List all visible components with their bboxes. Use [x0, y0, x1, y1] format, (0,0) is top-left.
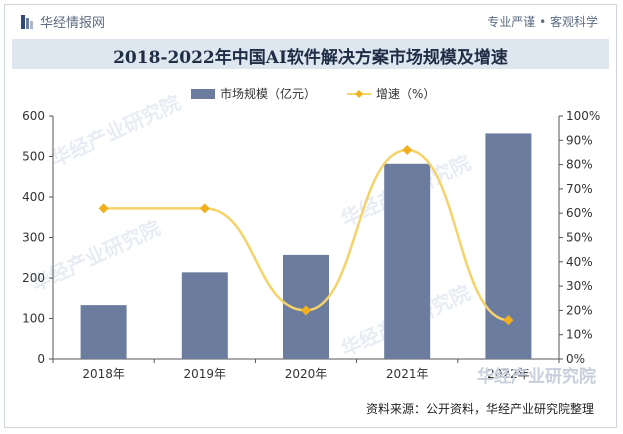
x-tick-label: 2021年 — [386, 367, 429, 381]
growth-point — [199, 203, 210, 214]
y-tick-label: 600 — [22, 109, 45, 123]
y2-tick-label: 70% — [566, 182, 593, 196]
y2-tick-label: 60% — [566, 206, 593, 220]
legend-bar-swatch — [191, 88, 215, 99]
chart-svg: 0 100 200 300 400 500 600 0% 10% 20% 30% 40% 50% 60% 7… — [22, 109, 600, 381]
legend-item-bar: 市场规模（亿元） — [191, 85, 316, 102]
y2-tick-label: 10% — [566, 328, 593, 342]
chart-title: 2018-2022年中国AI软件解决方案市场规模及增速 — [113, 48, 508, 68]
y-tick-label: 300 — [22, 231, 45, 245]
x-tick-label: 2018年 — [82, 367, 125, 381]
y2-tick-label: 90% — [566, 133, 593, 147]
growth-point — [503, 315, 514, 326]
growth-line — [103, 148, 509, 322]
title-bar: 2018-2022年中国AI软件解决方案市场规模及增速 — [12, 39, 609, 69]
x-tick-label: 2022年 — [487, 367, 530, 381]
y-tick-label: 200 — [22, 271, 45, 285]
brand-logo-icon — [21, 14, 33, 29]
legend-line-label: 增速（%） — [376, 87, 436, 101]
x-tick-label: 2020年 — [285, 367, 328, 381]
y-tick-label: 400 — [22, 190, 45, 204]
y2-tick-label: 80% — [566, 158, 593, 172]
corner-logo: 华经产业研究院 — [477, 367, 596, 387]
legend-item-line: 增速（%） — [347, 85, 435, 102]
legend: 市场规模（亿元） 增速（%） — [5, 85, 616, 103]
chart-frame: 华经情报网 专业严谨 • 客观科学 2018-2022年中国AI软件解决方案市场… — [4, 4, 617, 428]
y2-tick-label: 40% — [566, 255, 593, 269]
bar — [485, 133, 532, 359]
y-tick-label: 100 — [22, 312, 45, 326]
y2-tick-label: 0% — [566, 352, 585, 366]
growth-point — [98, 203, 109, 214]
bar — [384, 163, 431, 359]
bar — [181, 272, 228, 359]
brand-slogan: 专业严谨 • 客观科学 — [487, 15, 598, 29]
legend-bar-label: 市场规模（亿元） — [220, 87, 317, 101]
source-note: 资料来源：公开资料，华经产业研究院整理 — [365, 402, 594, 416]
growth-point — [301, 305, 311, 316]
brand-name: 华经情报网 — [40, 16, 106, 31]
top-bar: 华经情报网 专业严谨 • 客观科学 — [5, 5, 616, 35]
y2-tick-label: 30% — [566, 279, 593, 293]
brand: 华经情报网 — [21, 12, 105, 31]
y2-tick-label: 20% — [566, 303, 593, 317]
growth-point — [402, 145, 413, 156]
legend-line-swatch — [347, 89, 371, 98]
y-tick-label: 500 — [22, 150, 45, 164]
bar — [80, 305, 127, 359]
x-tick-label: 2019年 — [184, 367, 227, 381]
y-tick-label: 0 — [37, 352, 45, 366]
y2-tick-label: 100% — [566, 109, 600, 123]
y2-tick-label: 50% — [566, 231, 593, 245]
